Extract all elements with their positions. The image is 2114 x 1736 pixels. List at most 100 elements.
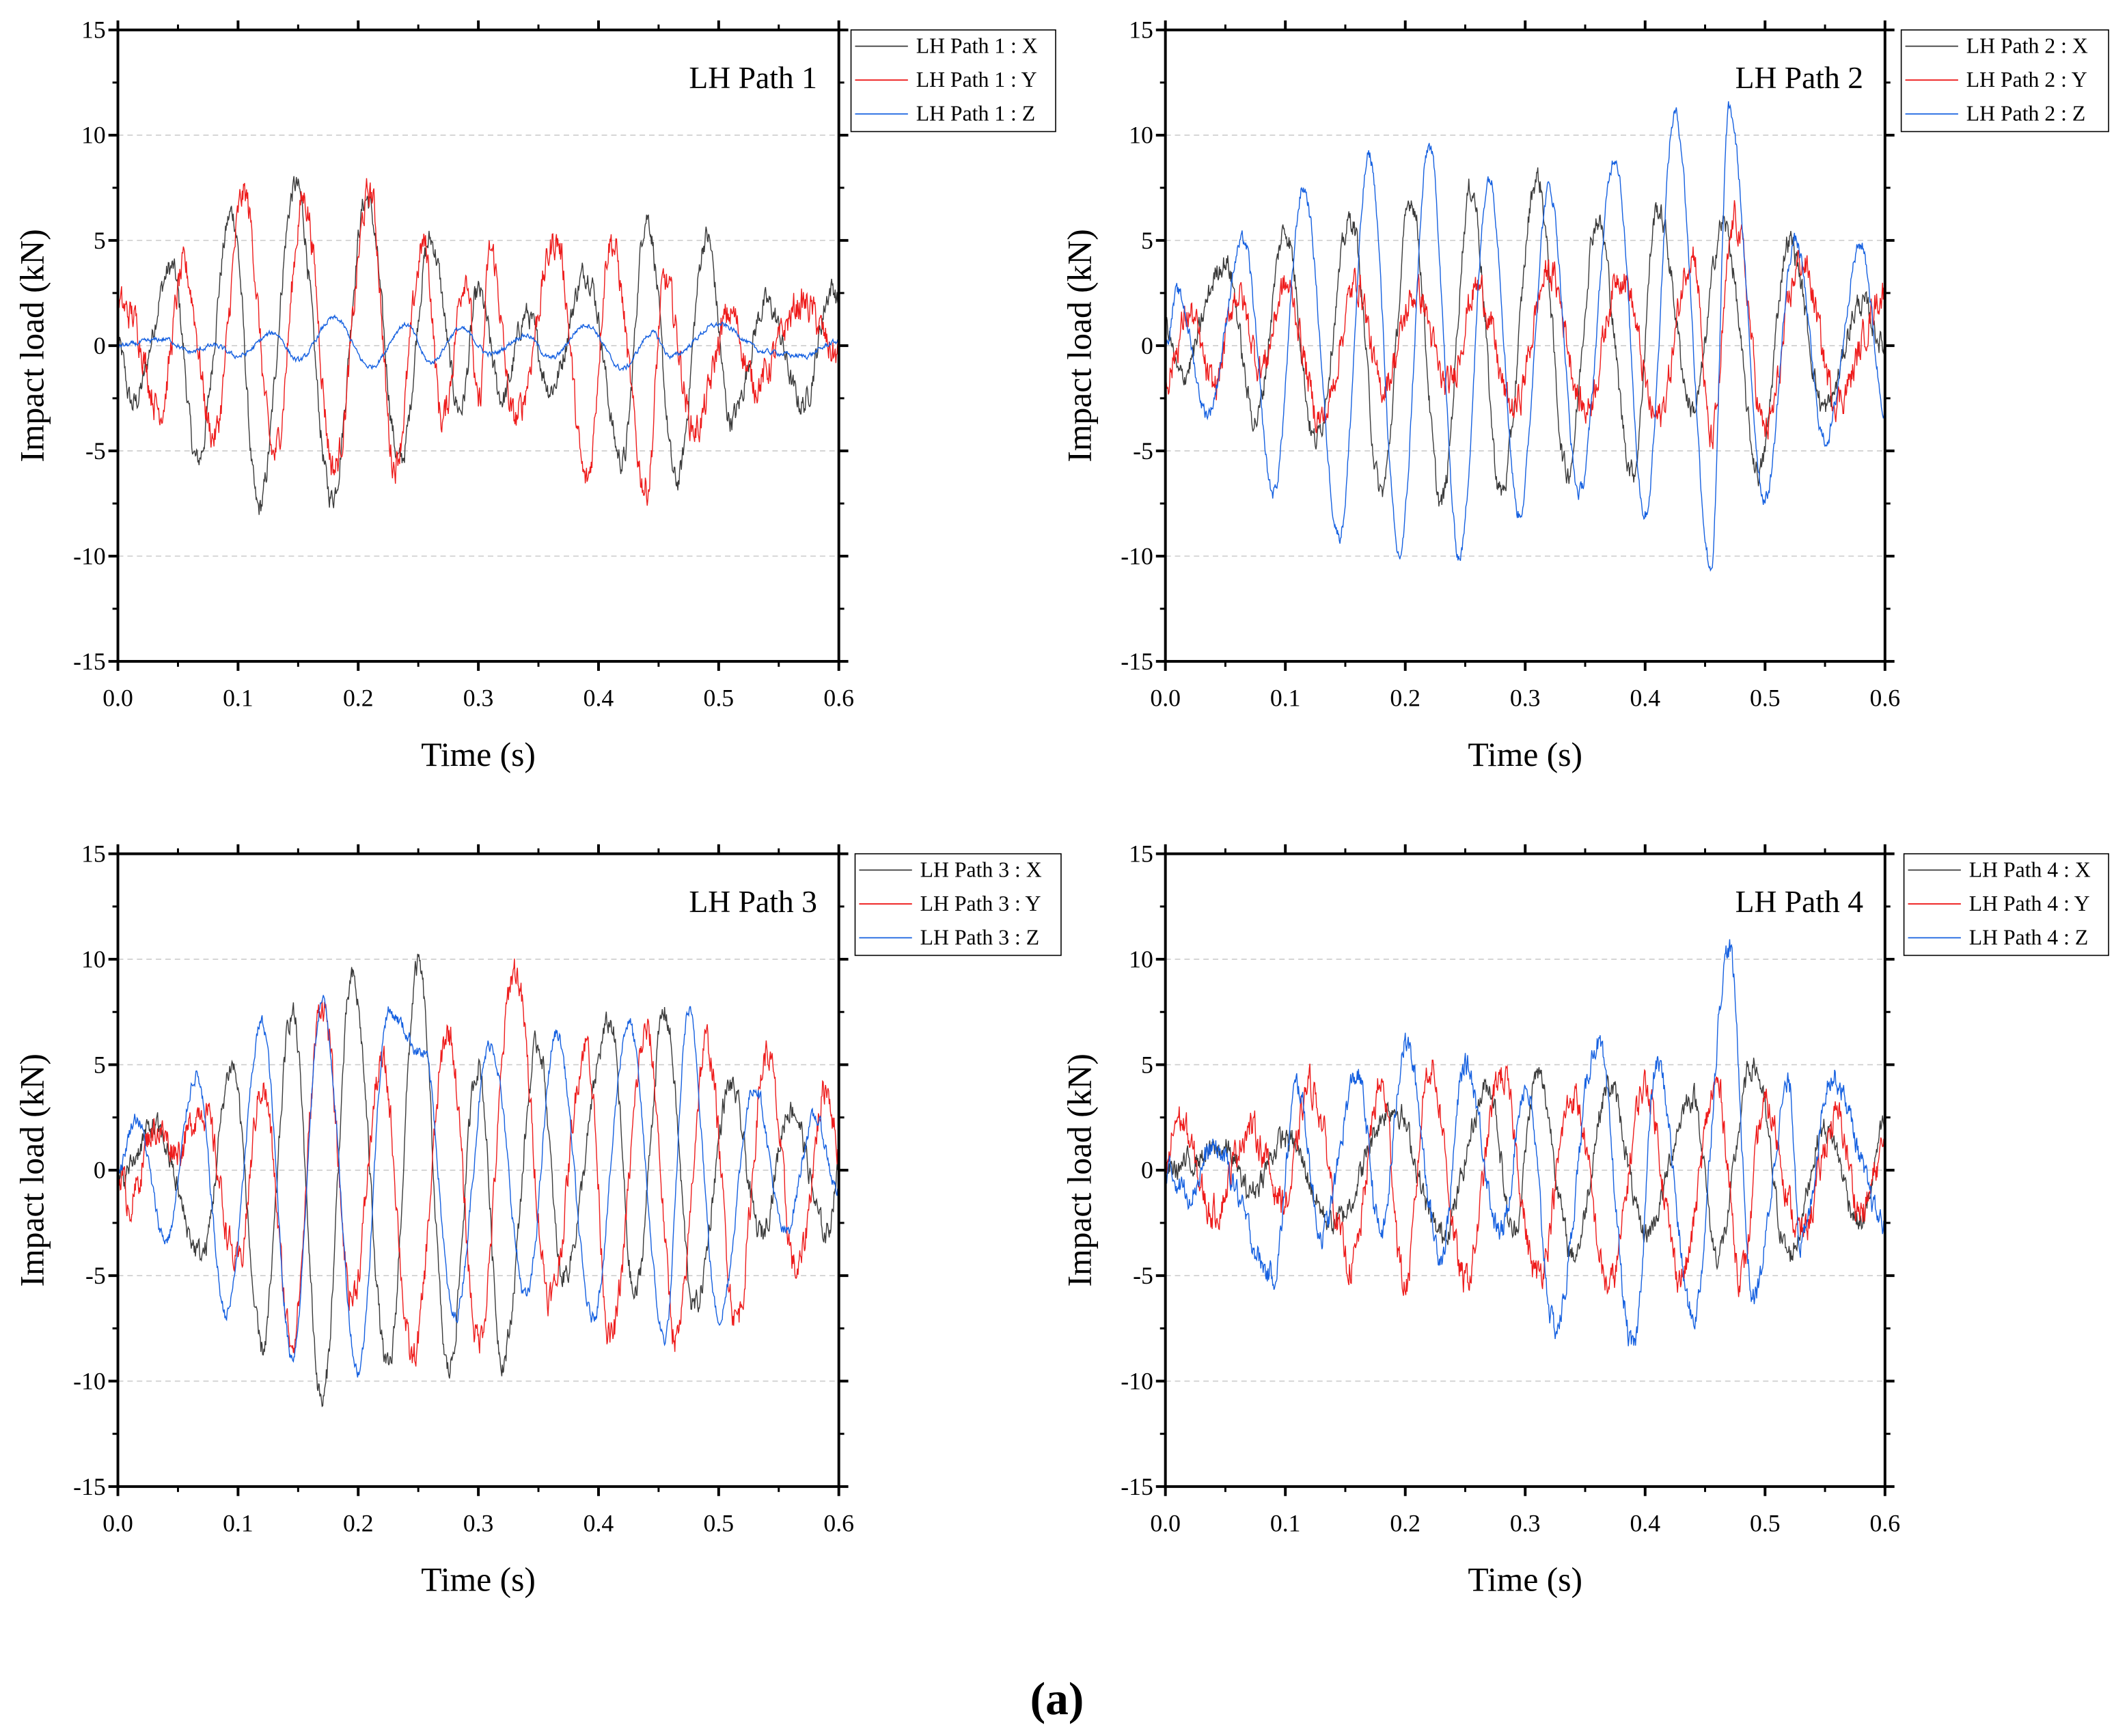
y-tick-label: -15 — [73, 1473, 106, 1500]
legend-label: LH Path 4 : Y — [1969, 892, 2090, 915]
y-tick-label: 15 — [1129, 840, 1153, 868]
x-tick-label: 0.3 — [463, 684, 494, 711]
y-tick-label: 0 — [94, 1157, 106, 1184]
y-tick-label: 15 — [81, 840, 106, 868]
y-tick-label: -10 — [1121, 1367, 1153, 1394]
y-tick-label: 15 — [81, 16, 106, 44]
legend: LH Path 1 : X LH Path 1 : Y LH Path 1 : Z — [850, 29, 1056, 133]
chart-panel-2: -15 -10 -5 0 5 10 15 0.0 0.1 0.2 0.3 0.4 0.5 0.6 Time … — [1061, 16, 2109, 773]
chart-panel-1: -15 -10 -5 0 5 10 15 0.0 0.1 0.2 0.3 0.4 0.5 0.6 Time … — [13, 16, 1056, 773]
x-tick-label: 0.4 — [584, 1509, 614, 1537]
series-line-y — [118, 178, 839, 506]
y-tick-label: -10 — [73, 542, 106, 570]
y-tick-label: 10 — [81, 946, 106, 973]
y-tick-label: 0 — [1141, 332, 1153, 359]
x-tick-label: 0.2 — [343, 1509, 374, 1537]
panel-title: LH Path 1 — [689, 60, 816, 95]
legend-box — [1903, 853, 2109, 956]
y-tick-label: -5 — [85, 437, 106, 465]
x-tick-label: 0.1 — [1270, 684, 1301, 711]
y-tick-label: 5 — [94, 227, 106, 254]
x-axis-label: Time (s) — [421, 1561, 536, 1599]
y-tick-label: 15 — [1129, 16, 1153, 44]
panel-title: LH Path 3 — [689, 884, 816, 919]
x-tick-label: 0.6 — [823, 1509, 854, 1537]
legend-label: LH Path 2 : X — [1966, 34, 2088, 58]
y-axis-label: Impact load (kN) — [13, 1053, 51, 1286]
x-tick-label: 0.6 — [1870, 1509, 1901, 1537]
y-axis-label: Impact load (kN) — [1061, 1053, 1099, 1286]
y-tick-label: 10 — [81, 122, 106, 149]
legend-label: LH Path 3 : Z — [920, 926, 1039, 950]
y-tick-label: -10 — [1121, 542, 1153, 570]
y-tick-label: -5 — [1133, 437, 1153, 465]
legend-label: LH Path 4 : Z — [1969, 926, 2088, 950]
legend: LH Path 3 : X LH Path 3 : Y LH Path 3 : Z — [854, 853, 1062, 956]
y-tick-label: 10 — [1129, 122, 1153, 149]
legend-label: LH Path 3 : X — [920, 857, 1042, 881]
series-line-z — [1165, 101, 1885, 572]
x-tick-label: 0.5 — [1750, 1509, 1781, 1537]
y-tick-label: -5 — [85, 1262, 106, 1289]
x-tick-label: 0.1 — [223, 684, 253, 711]
x-tick-label: 0.5 — [1750, 684, 1781, 711]
y-axis-label: Impact load (kN) — [1061, 229, 1099, 462]
y-tick-label: 0 — [1141, 1157, 1153, 1184]
panel-title: LH Path 4 — [1735, 884, 1864, 919]
x-tick-label: 0.4 — [584, 684, 614, 711]
legend-label: LH Path 2 : Z — [1966, 102, 2085, 126]
series-line-y — [1165, 1060, 1885, 1297]
x-axis-label: Time (s) — [1468, 736, 1582, 773]
x-tick-label: 0.6 — [1870, 684, 1901, 711]
x-tick-label: 0.4 — [1630, 1509, 1660, 1537]
legend-label: LH Path 1 : Z — [916, 102, 1035, 126]
series-line-z — [118, 314, 839, 372]
legend-label: LH Path 2 : Y — [1966, 68, 2087, 92]
y-tick-label: -15 — [1121, 648, 1153, 675]
legend-box — [850, 29, 1056, 133]
x-axis-label: Time (s) — [421, 736, 536, 773]
series-line-z — [118, 995, 839, 1378]
x-tick-label: 0.3 — [1510, 1509, 1541, 1537]
y-tick-label: -10 — [73, 1367, 106, 1394]
x-axis-label: Time (s) — [1468, 1561, 1582, 1599]
legend-label: LH Path 1 : X — [916, 34, 1038, 58]
x-tick-label: 0.1 — [223, 1509, 253, 1537]
y-tick-label: -5 — [1133, 1262, 1153, 1289]
x-tick-label: 0.2 — [343, 684, 374, 711]
chart-panel-3: -15 -10 -5 0 5 10 15 0.0 0.1 0.2 0.3 0.4 0.5 0.6 Time … — [13, 840, 1062, 1599]
y-axis-label: Impact load (kN) — [13, 229, 51, 462]
y-tick-label: 5 — [1141, 227, 1153, 254]
legend-label: LH Path 3 : Y — [920, 892, 1041, 915]
legend-box — [854, 853, 1062, 956]
y-tick-label: 10 — [1129, 946, 1153, 973]
x-tick-label: 0.6 — [823, 684, 854, 711]
x-tick-label: 0.0 — [102, 1509, 133, 1537]
series-line-x — [118, 176, 839, 515]
x-tick-label: 0.3 — [1510, 684, 1541, 711]
x-tick-label: 0.0 — [102, 684, 133, 711]
legend-box — [1900, 29, 2109, 133]
x-tick-label: 0.0 — [1150, 1509, 1181, 1537]
series-line-z — [1165, 939, 1885, 1347]
legend-label: LH Path 1 : Y — [916, 68, 1037, 92]
x-tick-label: 0.1 — [1270, 1509, 1301, 1537]
figure-caption: (a) — [1030, 1673, 1084, 1724]
series-line-x — [1165, 167, 1885, 507]
x-tick-label: 0.4 — [1630, 684, 1660, 711]
chart-panel-4: -15 -10 -5 0 5 10 15 0.0 0.1 0.2 0.3 0.4 0.5 0.6 Time … — [1061, 840, 2109, 1599]
legend-label: LH Path 4 : X — [1969, 857, 2091, 881]
x-tick-label: 0.5 — [704, 1509, 735, 1537]
x-tick-label: 0.3 — [463, 1509, 494, 1537]
legend: LH Path 4 : X LH Path 4 : Y LH Path 4 : Z — [1903, 853, 2109, 956]
y-tick-label: -15 — [73, 648, 106, 675]
y-tick-label: 5 — [1141, 1051, 1153, 1078]
series-line-y — [118, 959, 839, 1367]
x-tick-label: 0.5 — [704, 684, 735, 711]
y-tick-label: 5 — [94, 1051, 106, 1078]
series-line-y — [1165, 200, 1885, 450]
x-tick-label: 0.2 — [1390, 684, 1420, 711]
x-tick-label: 0.0 — [1150, 684, 1181, 711]
panel-title: LH Path 2 — [1735, 60, 1864, 95]
